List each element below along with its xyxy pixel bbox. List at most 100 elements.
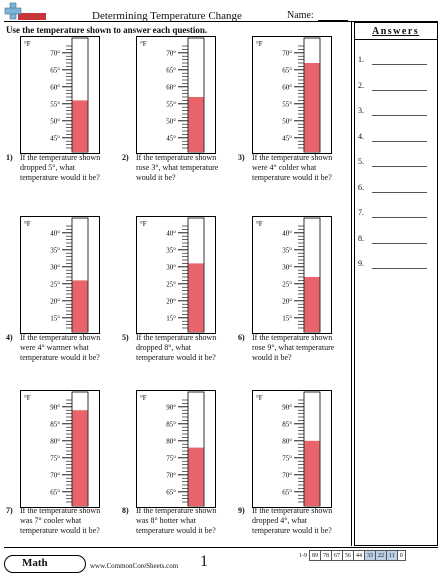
mercury-fill — [304, 277, 320, 332]
tick-label: 90° — [50, 403, 60, 411]
mercury-fill — [188, 263, 204, 332]
answer-blank[interactable] — [372, 166, 427, 167]
tick-label: 20° — [166, 297, 176, 305]
tick-label: 25° — [50, 280, 60, 288]
question: 4) If the temperature shown were 4° warme… — [6, 333, 116, 365]
question-text: If the temperature shown was 7° cooler w… — [20, 506, 101, 535]
question-text: If the temperature shown dropped 4°, wha… — [252, 506, 333, 535]
thermometer: °F 90° 85° 80° 75° 70° 65° — [136, 390, 216, 508]
mercury-fill — [188, 447, 204, 506]
tick-label: 65° — [50, 66, 60, 74]
thermometer: °F 70° 65° 60° 55° 50° 45° — [252, 36, 332, 154]
tick-label: 65° — [50, 488, 60, 496]
page-title: Determining Temperature Change — [92, 10, 242, 22]
tick-label: 60° — [50, 83, 60, 91]
answer-number: 1. — [358, 55, 364, 64]
page-number: 1 — [200, 553, 208, 570]
answer-number: 8. — [358, 233, 364, 243]
answer-blank[interactable] — [372, 64, 427, 65]
score-cell: 89 — [309, 550, 321, 561]
subject-badge — [4, 555, 86, 573]
tick-label: 85° — [282, 420, 292, 428]
tick-label: 30° — [166, 263, 176, 271]
thermometer: °F 90° 85° 80° 75° 70° 65° — [252, 390, 332, 508]
question-number: 8) — [122, 506, 129, 515]
mercury-fill — [188, 97, 204, 152]
question-number: 3) — [238, 153, 245, 162]
tick-label: 40° — [166, 229, 176, 237]
tick-label: 35° — [282, 246, 292, 254]
footer-rule — [4, 547, 438, 548]
question-text: If the temperature shown were 4° colder … — [252, 153, 333, 182]
answer-number: 7. — [358, 208, 364, 217]
question-number: 2) — [122, 153, 129, 162]
tick-label: 20° — [50, 297, 60, 305]
answer-blank[interactable] — [372, 191, 427, 193]
answer-number: 9. — [358, 259, 364, 268]
worksheet-logo — [4, 2, 46, 20]
tick-label: 45° — [50, 134, 60, 142]
name-line — [318, 20, 348, 21]
tick-label: 45° — [166, 134, 176, 142]
thermometer: °F 40° 35° 30° 25° 20° 15° — [252, 216, 332, 334]
name-label: Name: — [287, 10, 314, 21]
answer-blank[interactable] — [372, 217, 427, 218]
question: 2) If the temperature shown rose 3°, what… — [122, 153, 232, 185]
unit-label: °F — [256, 40, 263, 48]
tick-label: 35° — [166, 246, 176, 254]
score-cell: 22 — [375, 550, 387, 561]
unit-label: °F — [24, 220, 31, 228]
tick-label: 15° — [282, 314, 292, 322]
tick-label: 55° — [282, 100, 292, 108]
question: 7) If the temperature shown was 7° cooler… — [6, 506, 116, 538]
tick-label: 80° — [166, 437, 176, 445]
answer-blank[interactable] — [372, 242, 427, 244]
answer-number: 5. — [358, 157, 364, 166]
question: 8) If the temperature shown was 8° hotter… — [122, 506, 232, 538]
answer-blank[interactable] — [372, 140, 427, 142]
tick-label: 45° — [282, 134, 292, 142]
tick-label: 65° — [282, 488, 292, 496]
answers-title: Answers — [372, 26, 420, 37]
thermometer: °F 70° 65° 60° 55° 50° 45° — [136, 36, 216, 154]
header-rule — [4, 21, 438, 22]
question-number: 9) — [238, 506, 245, 515]
answer-blank[interactable] — [372, 115, 427, 116]
unit-label: °F — [140, 220, 147, 228]
question-text: If the temperature shown rose 3°, what t… — [136, 153, 219, 182]
question-number: 7) — [6, 506, 13, 515]
question: 1) If the temperature shown dropped 5°, w… — [6, 153, 116, 185]
tick-label: 25° — [282, 280, 292, 288]
tick-label: 50° — [282, 117, 292, 125]
question-text: If the temperature shown were 4° warmer … — [20, 333, 101, 362]
site-url: www.CommonCoreSheets.com — [90, 562, 179, 570]
answer-blank[interactable] — [372, 89, 427, 91]
tick-label: 85° — [50, 420, 60, 428]
question: 5) If the temperature shown dropped 8°, w… — [122, 333, 232, 365]
tick-label: 80° — [50, 437, 60, 445]
score-cell: 78 — [320, 550, 332, 561]
question-text: If the temperature shown was 8° hotter w… — [136, 506, 217, 535]
unit-label: °F — [140, 394, 147, 402]
answer-panel-border — [354, 22, 438, 546]
question: 9) If the temperature shown dropped 4°, w… — [238, 506, 348, 538]
tick-label: 15° — [50, 314, 60, 322]
tick-label: 15° — [166, 314, 176, 322]
instructions: Use the temperature shown to answer each… — [6, 25, 208, 35]
question-number: 6) — [238, 333, 245, 342]
answer-number: 4. — [358, 131, 364, 141]
score-cell: 44 — [353, 550, 365, 561]
score-cell: 56 — [342, 550, 354, 561]
question-text: If the temperature shown rose 9°, what t… — [252, 333, 335, 362]
tick-label: 80° — [282, 437, 292, 445]
mercury-fill — [72, 280, 88, 332]
tick-label: 40° — [50, 229, 60, 237]
tick-label: 85° — [166, 420, 176, 428]
unit-label: °F — [140, 40, 147, 48]
tick-label: 55° — [50, 100, 60, 108]
tick-label: 65° — [166, 66, 176, 74]
tick-label: 70° — [50, 49, 60, 57]
answer-blank[interactable] — [372, 268, 427, 269]
question-number: 1) — [6, 153, 13, 162]
tick-label: 70° — [166, 49, 176, 57]
